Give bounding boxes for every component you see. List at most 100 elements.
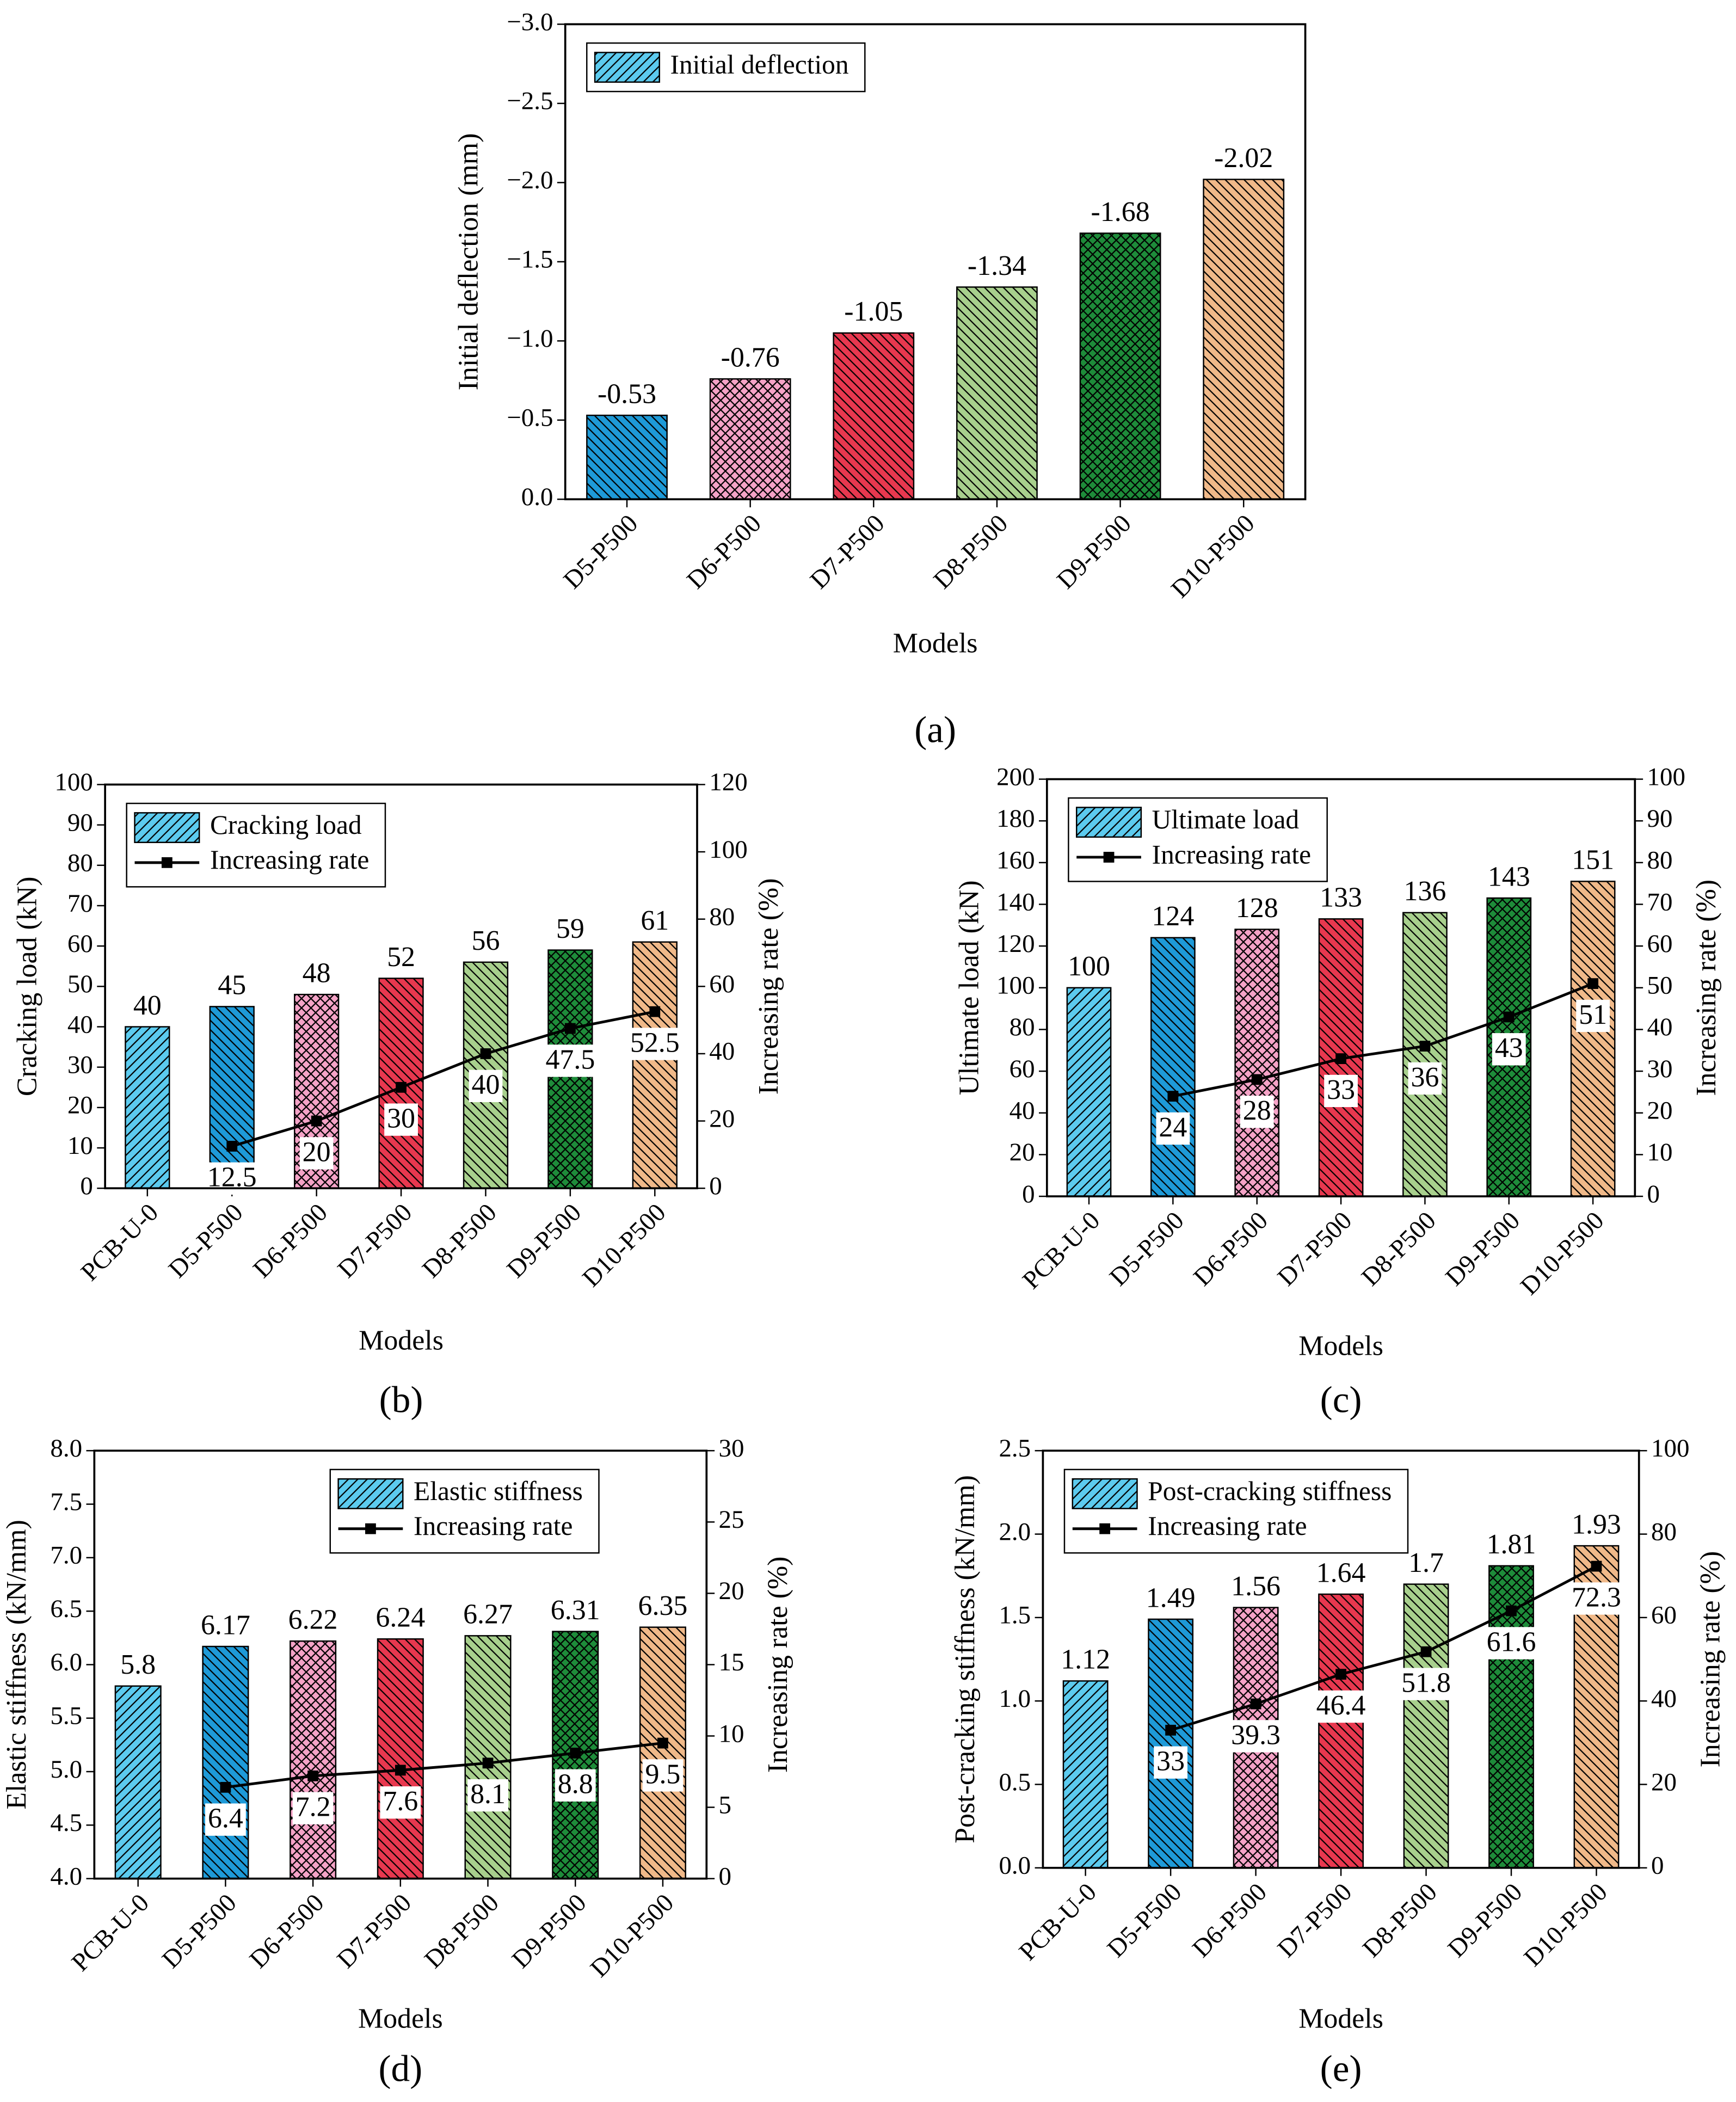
rate-line [225, 1742, 663, 1789]
rate-label-bg [380, 1786, 421, 1819]
rate-label: 6.4 [208, 1803, 243, 1834]
bar-value-label: 1.49 [1146, 1582, 1196, 1613]
x-tick-label: PCB-U-0 [1014, 1878, 1102, 1966]
rate-label-bg [292, 1792, 334, 1824]
y-tick-label: 0.0 [521, 483, 553, 511]
x-tick-label: D5-P500 [1104, 1206, 1190, 1292]
y-tick-label: 5.0 [50, 1755, 82, 1784]
rate-marker [649, 1006, 661, 1017]
x-tick-label: D8-P500 [1356, 1206, 1442, 1292]
bar-value-label: -1.68 [1091, 196, 1150, 228]
rate-marker [1335, 1053, 1346, 1064]
rate-label: 9.5 [645, 1759, 681, 1790]
rate-label-bg [1228, 1720, 1283, 1753]
y-axis-label: Cracking load (kN) [12, 877, 43, 1097]
bar-value-label: 56 [472, 925, 500, 956]
bar-value-label: 6.27 [463, 1599, 513, 1630]
y-tick-label: 6.5 [50, 1595, 82, 1623]
bar [632, 941, 678, 1189]
y-tick-label: 10 [67, 1132, 93, 1160]
y-tick-label: 1.5 [999, 1601, 1031, 1630]
y2-axis-label: Increasing rate (%) [1691, 880, 1722, 1096]
rate-label: 61.6 [1487, 1626, 1536, 1657]
plot-frame [93, 1449, 708, 1880]
rate-label: 72.3 [1572, 1582, 1621, 1613]
x-axis-label: Models [1298, 1330, 1383, 1361]
x-tick-label: D9-P500 [1051, 509, 1137, 594]
y-tick-label: 120 [996, 930, 1035, 958]
x-tick-label: D10-P500 [1518, 1878, 1612, 1972]
bar-value-label: -0.76 [721, 342, 780, 373]
y2-tick-label: 80 [1651, 1517, 1677, 1546]
x-tick-label: D7-P500 [331, 1889, 417, 1974]
bar-value-label: 151 [1572, 845, 1614, 876]
rate-marker [220, 1781, 231, 1793]
y-tick-label: 30 [67, 1050, 93, 1079]
rate-label-bg [1156, 1112, 1190, 1145]
bar [1570, 881, 1616, 1197]
x-tick-label: D9-P500 [501, 1198, 587, 1283]
rate-label-bg [1399, 1668, 1454, 1700]
bar [1150, 937, 1196, 1197]
bar-value-label: 52 [387, 942, 415, 973]
y-tick-label: −3.0 [507, 8, 553, 36]
plot-frame [1042, 1449, 1640, 1869]
bar [709, 378, 791, 500]
legend-marker [1103, 852, 1115, 863]
legend-label: Post-cracking stiffness [1148, 1476, 1392, 1506]
y-tick-label: 80 [1009, 1013, 1035, 1041]
bar [833, 332, 915, 500]
legend-swatch [1075, 807, 1142, 838]
y-tick-label: 20 [1009, 1138, 1035, 1166]
y-tick-label: 70 [67, 889, 93, 918]
y-tick-label: 4.0 [50, 1862, 82, 1890]
y2-tick-label: 0 [709, 1172, 722, 1200]
bar [290, 1640, 337, 1879]
bar [1062, 1680, 1109, 1869]
y-tick-label: 1.0 [999, 1685, 1031, 1713]
y-tick-label: 2.0 [999, 1517, 1031, 1546]
rate-marker [226, 1141, 238, 1152]
bar-value-label: 61 [641, 905, 669, 936]
bar-value-label: 6.35 [638, 1590, 688, 1621]
rate-label: 36 [1411, 1062, 1439, 1093]
y-tick-label: 60 [1009, 1055, 1035, 1083]
y2-tick-label: 120 [709, 768, 747, 796]
y2-tick-label: 20 [1647, 1097, 1673, 1125]
x-tick-label: D7-P500 [333, 1198, 418, 1283]
rate-label: 30 [387, 1103, 415, 1134]
y2-tick-label: 20 [719, 1577, 744, 1605]
rate-marker [395, 1765, 406, 1776]
y2-tick-label: 40 [1647, 1013, 1673, 1041]
x-tick-label: D6-P500 [1187, 1878, 1272, 1963]
x-tick-label: D7-P500 [805, 509, 890, 594]
rate-marker [657, 1737, 668, 1749]
y2-tick-label: 80 [1647, 846, 1673, 875]
rate-label: 8.1 [470, 1779, 506, 1810]
rate-label-bg [384, 1103, 418, 1136]
bar [1402, 912, 1448, 1197]
bar-value-label: -1.05 [844, 296, 903, 327]
x-tick-label: D8-P500 [1357, 1878, 1443, 1963]
bar [1079, 232, 1161, 500]
bar [1403, 1583, 1449, 1869]
legend-label: Increasing rate [1152, 839, 1311, 869]
bar-value-label: 6.22 [288, 1605, 338, 1636]
y2-tick-label: 10 [1647, 1138, 1673, 1166]
rate-label: 33 [1327, 1074, 1355, 1105]
rate-label-bg [1483, 1627, 1539, 1660]
legend-swatch [134, 812, 200, 844]
rate-marker [1591, 1560, 1602, 1572]
y2-tick-label: 100 [1651, 1434, 1689, 1462]
x-axis-label: Models [1298, 2003, 1383, 2035]
y2-tick-label: 60 [1647, 930, 1673, 958]
y-tick-label: 6.0 [50, 1648, 82, 1676]
x-tick-label: D6-P500 [248, 1198, 333, 1283]
bar-value-label: 136 [1403, 876, 1446, 907]
legend-label: Increasing rate [414, 1511, 572, 1541]
rate-label: 7.2 [296, 1792, 331, 1823]
bar-value-label: -2.02 [1214, 143, 1273, 174]
y2-tick-label: 0 [1647, 1180, 1660, 1208]
x-axis-label: Models [359, 1325, 444, 1356]
y2-tick-label: 80 [709, 902, 735, 931]
